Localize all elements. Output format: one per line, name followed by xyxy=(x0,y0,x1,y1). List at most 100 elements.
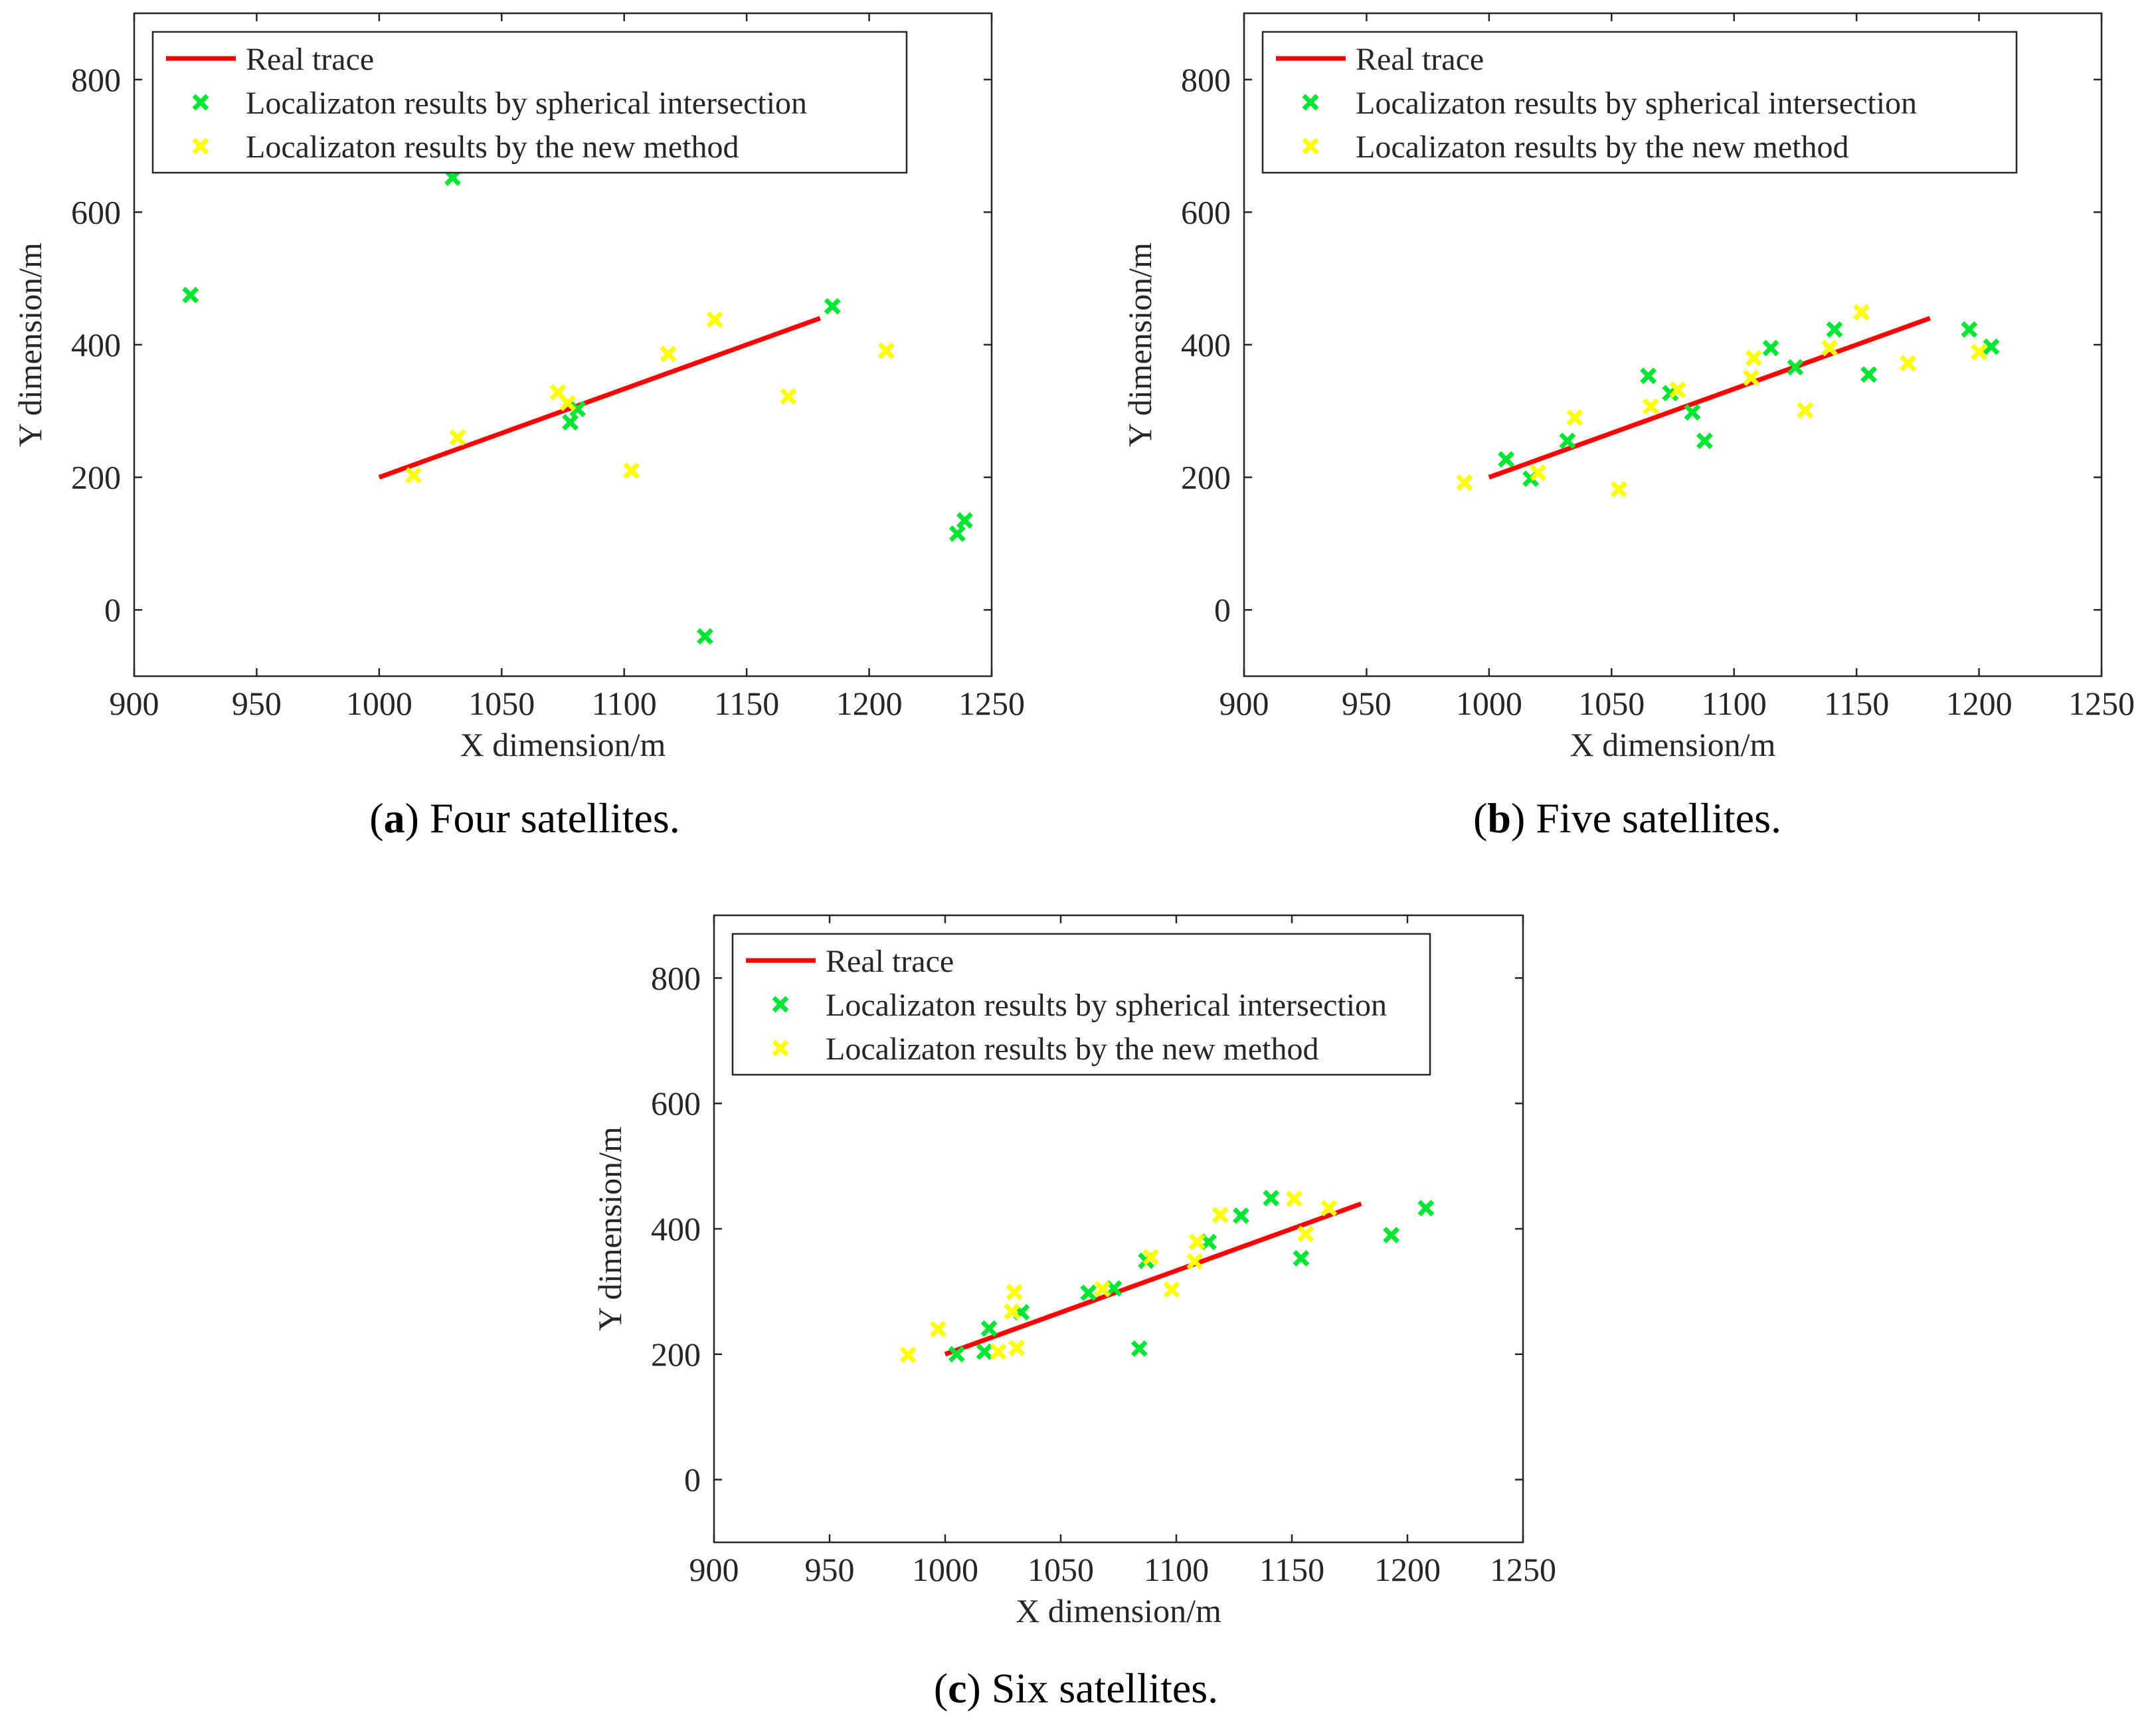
new-method-point-glyph xyxy=(405,467,422,484)
spherical-point xyxy=(1293,1249,1310,1267)
new-method-point-glyph xyxy=(1853,304,1870,321)
new-method-point xyxy=(1456,474,1473,492)
new-method-point xyxy=(623,462,640,480)
new-method-point-glyph xyxy=(1163,1281,1180,1299)
x-tick-label: 900 xyxy=(689,1551,739,1588)
new-method-point xyxy=(1212,1206,1229,1224)
y-tick-label: 200 xyxy=(651,1336,701,1373)
spherical-point-glyph xyxy=(1983,338,2000,355)
spherical-point xyxy=(1080,1284,1097,1301)
new-method-point xyxy=(930,1320,947,1338)
chart-a: 900 950 1000 1050 1100 1150 1200 1250 0 200 400 600… xyxy=(11,12,1025,763)
new-method-point xyxy=(1142,1249,1160,1265)
spherical-point xyxy=(948,525,966,542)
real-trace-line xyxy=(1488,316,1931,480)
legend-label: Localizaton results by spherical interse… xyxy=(826,988,1387,1023)
new-method-point-glyph xyxy=(1297,1225,1314,1243)
new-method-point-glyph xyxy=(1530,464,1547,482)
spherical-point xyxy=(1559,432,1576,450)
new-method-point-glyph xyxy=(1456,474,1473,492)
legend-marker-swatch xyxy=(772,996,789,1013)
spherical-point xyxy=(1383,1226,1400,1243)
spherical-point-glyph xyxy=(948,525,966,542)
spherical-point xyxy=(1263,1190,1280,1207)
spherical-point-glyph xyxy=(980,1320,998,1337)
new-method-point-glyph xyxy=(1212,1206,1229,1224)
new-method-point xyxy=(1186,1253,1204,1270)
new-method-point xyxy=(1743,369,1760,387)
spherical-point xyxy=(824,298,841,315)
x-tick-label: 1100 xyxy=(1144,1551,1209,1588)
spherical-point-glyph xyxy=(1232,1207,1249,1224)
spherical-point xyxy=(1983,338,2000,355)
new-method-point-glyph xyxy=(1743,369,1760,387)
new-method-point-glyph xyxy=(449,429,466,446)
x-tick-label: 900 xyxy=(1219,685,1269,722)
spherical-point-glyph xyxy=(1383,1226,1400,1243)
spherical-point xyxy=(1130,1340,1148,1357)
caption-a-label: a xyxy=(383,794,405,842)
new-method-point-glyph xyxy=(660,345,677,363)
new-method-point-glyph xyxy=(1642,398,1659,415)
new-method-point xyxy=(899,1346,917,1364)
new-method-point xyxy=(1297,1225,1314,1243)
new-method-point xyxy=(405,467,422,484)
caption-c: (c) Six satellites. xyxy=(933,1665,1219,1712)
new-method-point-glyph xyxy=(1286,1190,1303,1208)
legend-box xyxy=(731,933,1431,1076)
new-method-point-glyph xyxy=(1745,349,1762,367)
legend-marker-swatch-glyph xyxy=(1302,94,1319,111)
legend-marker-swatch xyxy=(192,137,209,155)
y-tick-label: 400 xyxy=(71,326,121,363)
new-method-point xyxy=(1853,304,1870,321)
caption-c-label: c xyxy=(948,1665,967,1712)
legend-marker-swatch-glyph xyxy=(1302,137,1319,155)
new-method-point-glyph xyxy=(899,1346,917,1364)
new-method-point-glyph xyxy=(1821,339,1839,357)
new-method-point-glyph xyxy=(1094,1281,1111,1298)
new-method-point xyxy=(1821,339,1839,357)
new-method-point-glyph xyxy=(1006,1283,1023,1301)
spherical-point-glyph xyxy=(1080,1284,1097,1301)
spherical-point-glyph xyxy=(976,1343,993,1360)
spherical-point xyxy=(1961,321,1978,338)
y-tick-label: 200 xyxy=(1181,459,1231,496)
spherical-point-glyph xyxy=(956,511,973,529)
new-method-point-glyph xyxy=(706,311,723,328)
spherical-point xyxy=(1640,367,1657,385)
legend: Real trace Localizaton results by spheric… xyxy=(151,31,908,174)
legend-label: Localizaton results by the new method xyxy=(1356,130,1848,165)
legend-marker-swatch-glyph xyxy=(192,94,209,111)
x-tick-label: 950 xyxy=(1342,685,1392,722)
legend-marker-swatch-glyph xyxy=(192,137,209,155)
new-method-point-glyph xyxy=(1320,1200,1338,1217)
legend-label: Localizaton results by spherical interse… xyxy=(246,86,807,121)
x-tick-label: 900 xyxy=(110,685,159,722)
new-method-point-glyph xyxy=(1610,481,1627,498)
spherical-point-glyph xyxy=(1826,321,1843,338)
spherical-point xyxy=(1417,1200,1435,1217)
new-method-point xyxy=(1188,1233,1206,1251)
y-tick-label: 400 xyxy=(1181,326,1231,363)
new-method-point-glyph xyxy=(1797,402,1814,419)
new-method-point xyxy=(1094,1281,1111,1298)
y-tick-label: 0 xyxy=(684,1461,701,1498)
new-method-point-glyph xyxy=(1971,343,1988,361)
caption-a: (a) Four satellites. xyxy=(369,794,680,842)
real-trace-line xyxy=(944,1201,1362,1357)
spherical-point xyxy=(976,1343,993,1360)
new-method-point-glyph xyxy=(780,388,797,405)
x-axis-label: X dimension/m xyxy=(1570,726,1776,763)
new-method-point-glyph xyxy=(559,395,577,412)
new-method-point-glyph xyxy=(1566,409,1583,426)
new-method-point xyxy=(1669,381,1686,399)
spherical-point xyxy=(569,401,586,418)
y-axis-label: Y dimension/m xyxy=(591,1127,628,1331)
chart-b: 900 950 1000 1050 1100 1150 1200 1250 0 200 400 600… xyxy=(1121,12,2135,763)
spherical-point xyxy=(182,286,199,304)
spherical-point xyxy=(1826,321,1843,338)
spherical-point xyxy=(1696,432,1713,450)
chart-c: 900 950 1000 1050 1100 1150 1200 1250 0 200 400 600… xyxy=(591,914,1556,1629)
new-method-point xyxy=(559,395,577,412)
